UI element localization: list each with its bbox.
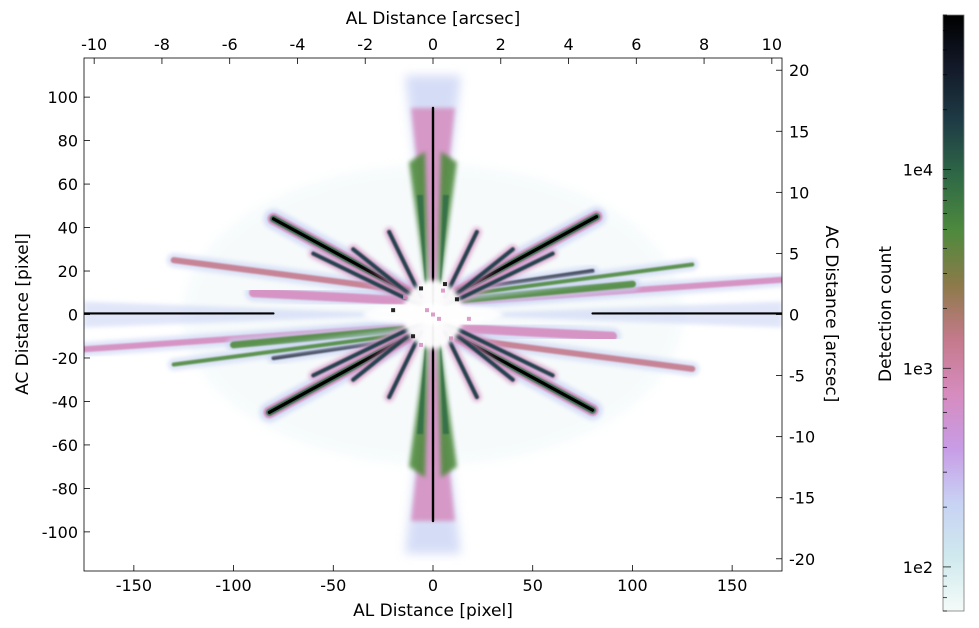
x-top-tick-label: -8 xyxy=(154,35,170,54)
core-fleck xyxy=(448,336,453,341)
inner-spike-core-6 xyxy=(442,229,479,300)
x-bottom-tick-label: 0 xyxy=(428,576,438,595)
x-top-tick-label: 10 xyxy=(762,35,782,54)
spike-left-upper-pink xyxy=(249,288,428,306)
core-fleck xyxy=(425,308,430,313)
y-left-tick-label: -40 xyxy=(52,392,78,411)
y-left-tick-label: -100 xyxy=(42,523,78,542)
vertical-lobe-core-right-upper xyxy=(438,194,449,304)
y-left-axis-label: AC Distance [pixel] xyxy=(13,233,33,395)
colorbar-tick-label: 1e2 xyxy=(903,558,933,577)
y-right-axis-label: AC Distance [arcsec] xyxy=(821,226,841,403)
y-left-tick-label: 80 xyxy=(58,132,78,151)
spike-right-lower-pink xyxy=(438,323,617,341)
inner-spike-core-4 xyxy=(387,229,424,300)
colorbar xyxy=(942,14,965,612)
y-right-tick-label: -15 xyxy=(789,489,815,508)
vertical-lobe-core-right-lower xyxy=(438,325,449,435)
x-bottom-tick-label: 150 xyxy=(717,576,748,595)
y-right-tick-label: 10 xyxy=(789,183,809,202)
inner-spike-core-10 xyxy=(442,251,555,308)
inner-spike-core-9 xyxy=(442,321,555,378)
inner-spike-core-7 xyxy=(387,329,424,400)
x-bottom-tick-label: 100 xyxy=(617,576,648,595)
x-top-tick-label: -6 xyxy=(222,35,238,54)
x-top-tick-label: -4 xyxy=(289,35,305,54)
core-fleck xyxy=(391,308,396,313)
y-left-tick-label: -20 xyxy=(52,349,78,368)
vertical-lobe-core-left-upper xyxy=(417,194,428,304)
core-fleck xyxy=(440,288,445,293)
vertical-lobe-core-left-lower xyxy=(417,325,428,435)
spike-right-upper-green xyxy=(440,262,695,300)
y-right-tick-label: -20 xyxy=(789,550,815,569)
heatmap-image xyxy=(84,58,782,571)
x-top-tick-label: 2 xyxy=(496,35,506,54)
y-right-tick-label: -5 xyxy=(789,367,805,386)
x-bottom-tick-label: -100 xyxy=(215,576,251,595)
y-left-tick-label: 0 xyxy=(68,306,78,325)
x-bottom-tick-label: -150 xyxy=(116,576,152,595)
colorbar-tick-label: 1e3 xyxy=(903,359,933,378)
core-fleck xyxy=(436,316,441,321)
y-left-tick-label: 100 xyxy=(47,88,78,107)
core-fleck xyxy=(442,282,447,287)
y-right-tick-label: 15 xyxy=(789,122,809,141)
x-top-tick-label: -2 xyxy=(357,35,373,54)
core-fleck xyxy=(419,286,424,291)
colorbar-label: Detection count xyxy=(876,246,896,382)
x-top-tick-label: 0 xyxy=(428,35,438,54)
x-bottom-axis-label: AL Distance [pixel] xyxy=(353,601,513,621)
core-fleck xyxy=(466,316,471,321)
y-right-tick-label: 20 xyxy=(789,61,809,80)
core-fleck xyxy=(431,312,435,317)
core-fleck xyxy=(419,342,424,347)
y-left-tick-label: -80 xyxy=(52,479,78,498)
x-top-tick-label: -10 xyxy=(81,35,107,54)
y-right-tick-label: -10 xyxy=(789,428,815,447)
x-top-tick-label: 4 xyxy=(563,35,573,54)
y-left-tick-label: -60 xyxy=(52,436,78,455)
y-right-tick-label: 0 xyxy=(789,306,799,325)
x-bottom-tick-label: 50 xyxy=(523,576,543,595)
x-top-axis-label: AL Distance [arcsec] xyxy=(346,9,521,29)
y-left-tick-label: 20 xyxy=(58,262,78,281)
core-fleck xyxy=(411,334,416,339)
y-left-tick-label: 60 xyxy=(58,175,78,194)
inner-spike-core-11 xyxy=(311,321,424,378)
inner-spike-core-5 xyxy=(442,329,479,400)
y-right-tick-label: 5 xyxy=(789,244,799,263)
x-top-tick-label: 8 xyxy=(699,35,709,54)
colorbar-ticks: 1e2 1e3 1e4 xyxy=(903,14,951,612)
axes-group: -150 -100 -50 0 50 100 150-10 -8 -6 -4 -2 0 2 4 6 8 1010… xyxy=(42,35,815,595)
x-bottom-tick-label: -50 xyxy=(320,576,346,595)
colorbar-tick-label: 1e4 xyxy=(903,161,933,180)
y-left-tick-label: 40 xyxy=(58,219,78,238)
spike-left-lower-green xyxy=(171,329,426,367)
core-fleck xyxy=(403,295,408,300)
x-top-tick-label: 6 xyxy=(631,35,641,54)
core-fleck xyxy=(454,297,459,302)
